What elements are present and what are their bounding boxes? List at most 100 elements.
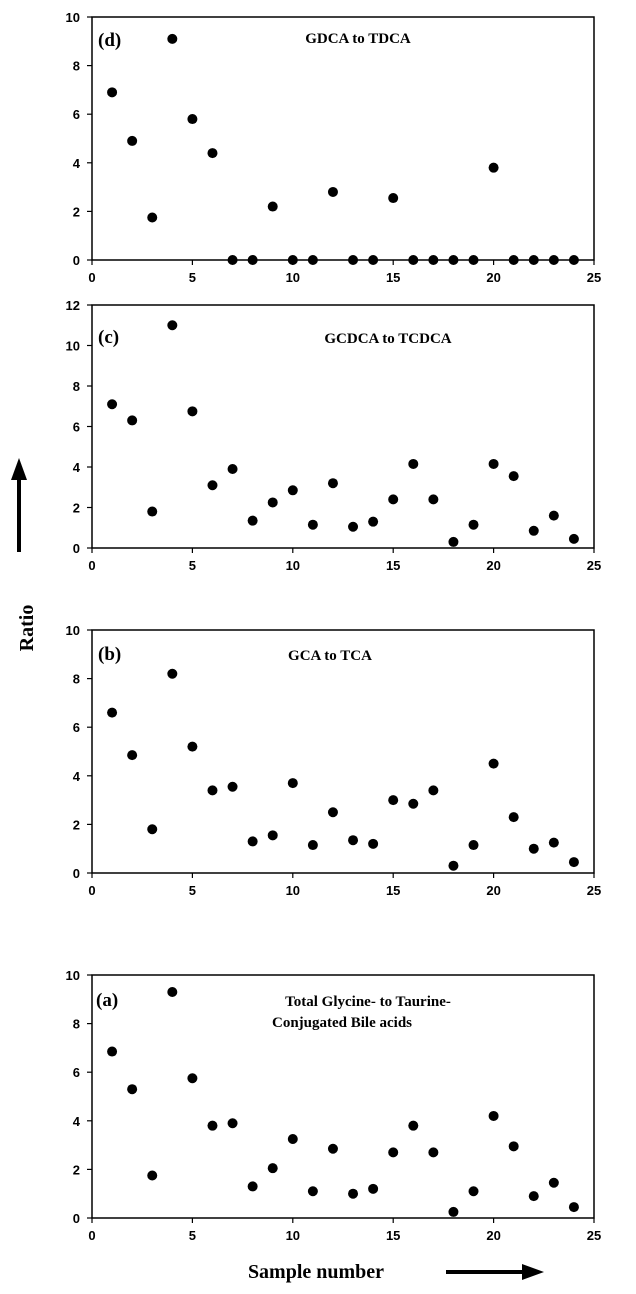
x-tick-label: 0 <box>88 883 95 898</box>
data-point <box>408 798 419 809</box>
data-point <box>368 255 379 265</box>
y-tick-label: 8 <box>73 379 80 394</box>
data-point <box>107 707 118 718</box>
data-point <box>147 1170 158 1181</box>
data-point <box>408 1120 419 1131</box>
data-point <box>368 1183 379 1194</box>
data-point <box>307 1186 318 1197</box>
y-tick-label: 10 <box>66 339 80 354</box>
data-point <box>187 741 198 752</box>
data-point <box>167 987 178 998</box>
data-points <box>107 668 579 871</box>
y-tick-label: 10 <box>66 968 80 983</box>
data-point <box>528 843 539 854</box>
x-tick-label: 5 <box>189 270 196 285</box>
y-tick-label: 6 <box>73 420 80 435</box>
x-tick-label: 15 <box>386 883 400 898</box>
data-point <box>548 1177 559 1188</box>
data-point <box>247 515 258 526</box>
data-point <box>167 668 178 679</box>
chart-panel-a: (a) Total Glycine- to Taurine- Conjugate… <box>66 968 602 1243</box>
axis-ticks: 0 2 4 6 8 10 0 5 10 15 20 25 <box>66 10 602 285</box>
data-point <box>207 785 218 796</box>
data-point <box>548 255 559 265</box>
data-point <box>428 785 439 796</box>
data-point <box>287 485 298 496</box>
data-point <box>488 162 499 173</box>
data-point <box>468 255 479 265</box>
data-point <box>267 201 278 212</box>
data-point <box>247 836 258 847</box>
data-point <box>287 778 298 789</box>
data-point <box>388 494 399 505</box>
data-point <box>287 255 298 265</box>
plot-frame <box>91 974 595 1219</box>
axis-ticks: 0 2 4 6 8 10 12 0 5 10 15 20 25 <box>66 298 602 573</box>
data-point <box>468 1186 479 1197</box>
x-tick-label: 15 <box>386 558 400 573</box>
axis-ticks: 0 2 4 6 8 10 0 5 10 15 20 25 <box>66 968 602 1243</box>
data-point <box>408 255 419 265</box>
x-tick-label: 10 <box>286 1228 300 1243</box>
y-tick-label: 6 <box>73 720 80 735</box>
data-point <box>307 519 318 530</box>
data-point <box>327 186 338 197</box>
data-point <box>227 464 238 475</box>
panel-label: (b) <box>98 644 121 665</box>
x-tick-label: 10 <box>286 883 300 898</box>
data-point <box>307 840 318 851</box>
data-point <box>327 1143 338 1154</box>
data-point <box>227 781 238 792</box>
x-tick-label: 5 <box>189 1228 196 1243</box>
panel-label: (d) <box>98 30 121 51</box>
y-tick-label: 0 <box>73 541 80 556</box>
data-point <box>528 1191 539 1202</box>
data-point <box>127 415 138 426</box>
data-point <box>147 212 158 223</box>
data-point <box>428 1147 439 1158</box>
data-point <box>267 830 278 841</box>
data-points <box>107 987 579 1217</box>
data-point <box>508 812 519 823</box>
data-point <box>348 835 359 846</box>
data-point <box>307 255 318 265</box>
y-tick-label: 2 <box>73 501 80 516</box>
y-tick-label: 4 <box>73 460 81 475</box>
plot-frame <box>91 629 595 874</box>
x-tick-label: 15 <box>386 1228 400 1243</box>
y-tick-label: 8 <box>73 1017 80 1032</box>
data-point <box>488 758 499 769</box>
data-point <box>508 471 519 482</box>
chart-panel-c: (c) GCDCA to TCDCA 0 2 4 6 8 10 12 0 5 10 15 20 25 <box>66 298 602 573</box>
x-tick-label: 25 <box>587 1228 601 1243</box>
data-point <box>548 837 559 848</box>
panel-title: GCA to TCA <box>288 648 372 664</box>
panel-title-line-2: Conjugated Bile acids <box>272 1015 412 1031</box>
chart-panel-b: (b) GCA to TCA 0 2 4 6 8 10 0 5 10 15 20 25 <box>66 623 602 898</box>
x-tick-label: 0 <box>88 270 95 285</box>
y-tick-label: 2 <box>73 1162 80 1177</box>
data-point <box>468 840 479 851</box>
data-point <box>348 521 359 532</box>
x-tick-label: 5 <box>189 883 196 898</box>
y-tick-label: 6 <box>73 1065 80 1080</box>
data-point <box>448 860 459 871</box>
data-point <box>388 1147 399 1158</box>
y-tick-label: 4 <box>73 1114 81 1129</box>
data-points <box>107 33 579 265</box>
right-arrow-icon <box>446 1264 544 1280</box>
y-tick-label: 4 <box>73 769 81 784</box>
y-axis-label: Ratio <box>16 605 38 652</box>
data-point <box>127 750 138 761</box>
data-point <box>267 497 278 508</box>
data-point <box>107 399 118 410</box>
panel-title: GDCA to TDCA <box>305 31 411 47</box>
data-point <box>528 255 539 265</box>
data-point <box>287 1134 298 1145</box>
y-tick-label: 12 <box>66 298 80 313</box>
up-arrow-icon <box>11 458 27 552</box>
data-point <box>468 519 479 530</box>
y-tick-label: 8 <box>73 672 80 687</box>
data-point <box>247 1181 258 1192</box>
data-point <box>107 87 118 98</box>
